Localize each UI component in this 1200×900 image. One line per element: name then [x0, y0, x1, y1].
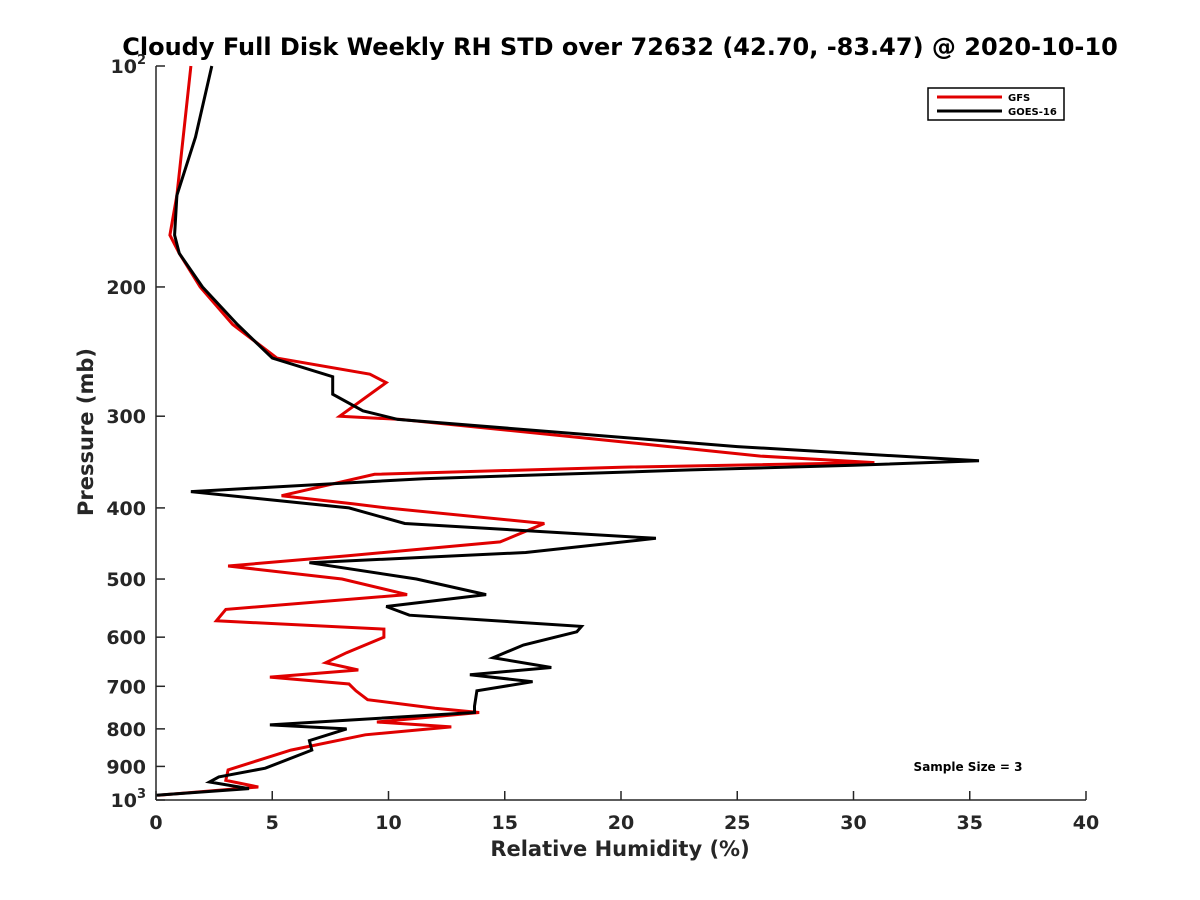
- series-line-gfs: [158, 65, 875, 797]
- x-axis-label: Relative Humidity (%): [490, 837, 749, 861]
- chart-title: Cloudy Full Disk Weekly RH STD over 7263…: [122, 33, 1118, 61]
- series-line-goes-16: [155, 65, 980, 797]
- x-tick-label: 0: [149, 812, 162, 834]
- y-tick-label: 900: [106, 756, 146, 778]
- x-tick-label: 10: [375, 812, 401, 834]
- x-tick-label: 20: [608, 812, 634, 834]
- y-tick-base: 10: [111, 790, 137, 812]
- plot-area: [155, 65, 980, 797]
- legend-box: [927, 87, 1065, 121]
- y-tick-label: 103: [111, 787, 147, 812]
- y-tick-label: 600: [106, 627, 146, 649]
- x-tick-label: 30: [840, 812, 866, 834]
- y-tick-label: 800: [106, 719, 146, 741]
- legend-label-goes-16: GOES-16: [1008, 107, 1057, 118]
- y-tick-label: 200: [106, 277, 146, 299]
- x-tick-label: 15: [492, 812, 518, 834]
- y-tick-label: 102: [111, 53, 147, 78]
- x-tick-label: 25: [724, 812, 750, 834]
- x-tick-label: 40: [1073, 812, 1099, 834]
- x-tick-label: 35: [957, 812, 983, 834]
- y-tick-label: 300: [106, 406, 146, 428]
- legend: GFS GOES-16: [927, 87, 1065, 121]
- y-tick-label: 400: [106, 498, 146, 520]
- y-tick-exponent: 2: [137, 53, 146, 68]
- y-tick-label: 500: [106, 569, 146, 591]
- sample-size-annotation: Sample Size = 3: [914, 760, 1023, 774]
- y-tick-label: 700: [106, 676, 146, 698]
- y-tick-exponent: 3: [137, 787, 146, 802]
- y-axis-label: Pressure (mb): [74, 348, 98, 516]
- y-tick-base: 10: [111, 56, 137, 78]
- legend-label-gfs: GFS: [1008, 93, 1030, 104]
- x-tick-label: 5: [266, 812, 279, 834]
- axes: 0 5 10 15 20 25 30 35 40102200300400500600700800…: [106, 53, 1099, 834]
